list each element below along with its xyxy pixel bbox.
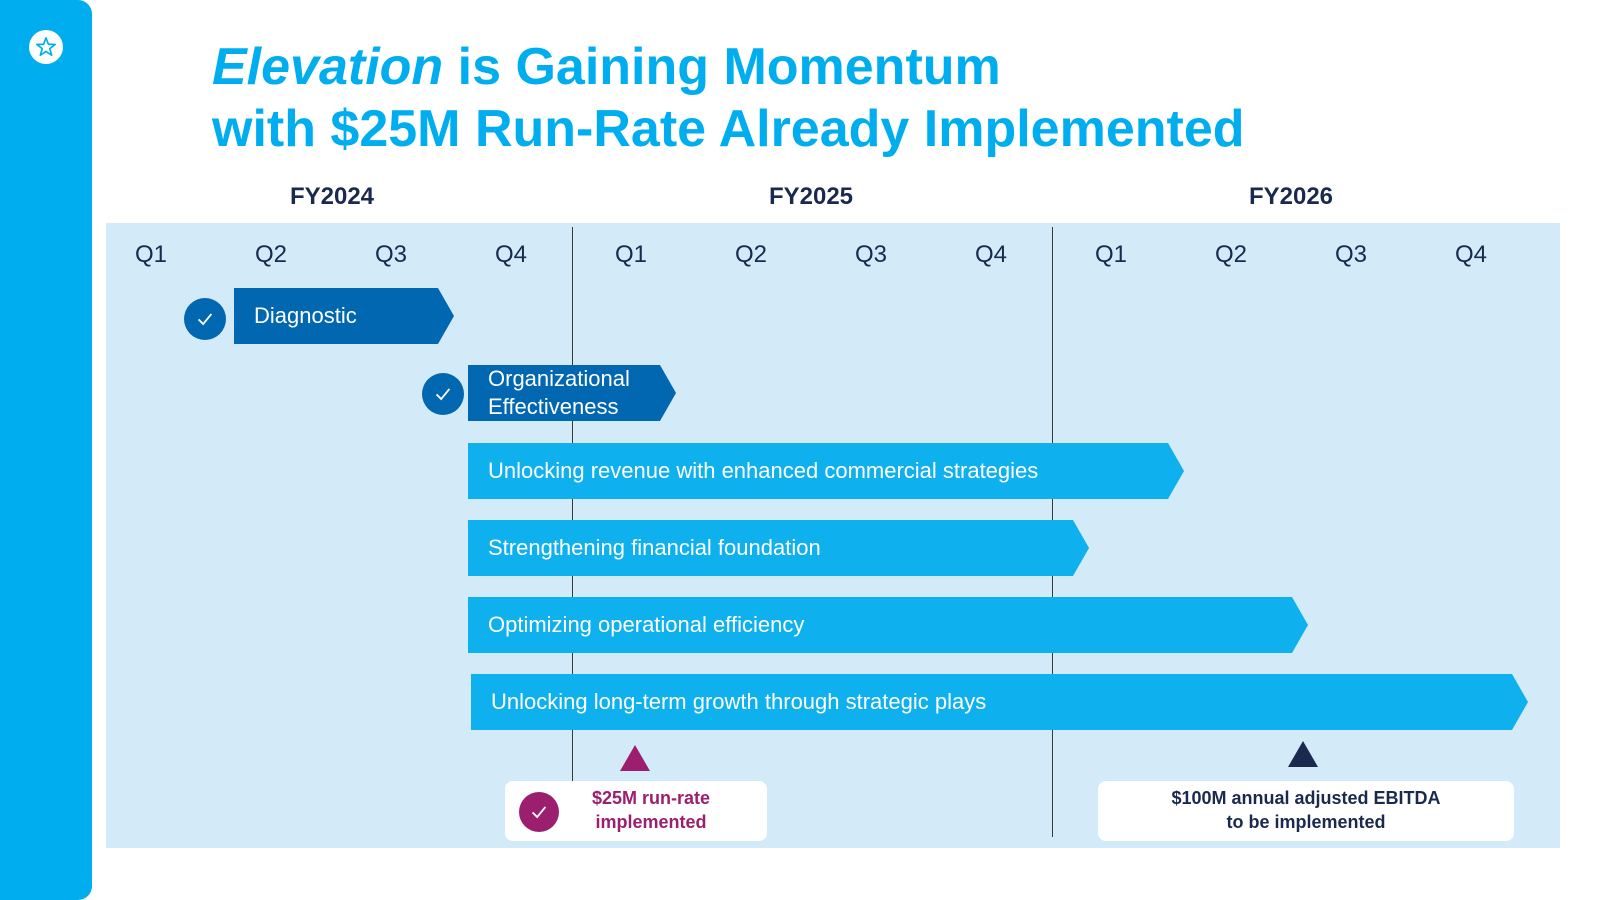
title-line1: is Gaining Momentum bbox=[443, 38, 1001, 96]
quarter-label: Q4 bbox=[494, 241, 527, 268]
workstream-bar-diagnostic: Diagnostic bbox=[234, 288, 454, 344]
quarter-label: Q1 bbox=[1094, 241, 1127, 268]
quarter-label: Q3 bbox=[374, 241, 407, 268]
quarter-label: Q3 bbox=[854, 241, 887, 268]
workstream-bar-financial-foundation: Strengthening financial foundation bbox=[468, 520, 1089, 576]
milestone-callout-100m: $100M annual adjusted EBITDA to be imple… bbox=[1098, 781, 1514, 841]
quarter-label: Q2 bbox=[254, 241, 287, 268]
quarter-label: Q1 bbox=[614, 241, 647, 268]
title-line2: with $25M Run-Rate Already Implemented bbox=[212, 100, 1245, 158]
check-icon bbox=[422, 373, 464, 415]
year-label-fy2026: FY2026 bbox=[1248, 183, 1334, 210]
quarter-label: Q1 bbox=[134, 241, 167, 268]
year-label-fy2024: FY2024 bbox=[289, 183, 375, 210]
workstream-bar-long-term-growth: Unlocking long-term growth through strat… bbox=[471, 674, 1528, 730]
milestone-triangle-icon bbox=[1288, 741, 1318, 767]
year-label-fy2025: FY2025 bbox=[768, 183, 854, 210]
workstream-bar-revenue: Unlocking revenue with enhanced commerci… bbox=[468, 443, 1184, 499]
workstream-label: Strengthening financial foundation bbox=[488, 535, 821, 560]
workstream-label-line1: Organizational bbox=[488, 366, 630, 391]
quarter-label: Q4 bbox=[974, 241, 1007, 268]
title-emphasis: Elevation bbox=[212, 38, 444, 96]
check-icon bbox=[184, 298, 226, 340]
workstream-label: Optimizing operational efficiency bbox=[488, 612, 805, 637]
milestone-line1: $100M annual adjusted EBITDA bbox=[1171, 788, 1441, 808]
milestone-triangle-icon bbox=[620, 745, 650, 771]
milestone-line2: to be implemented bbox=[1226, 812, 1386, 832]
workstream-label: Unlocking revenue with enhanced commerci… bbox=[488, 458, 1039, 483]
quarter-label: Q2 bbox=[1214, 241, 1247, 268]
star-logo-icon bbox=[29, 30, 63, 64]
milestone-line2: implemented bbox=[595, 812, 707, 832]
milestone-line1: $25M run-rate bbox=[591, 788, 711, 808]
workstream-label: Diagnostic bbox=[254, 303, 357, 328]
check-icon bbox=[519, 792, 559, 832]
workstream-label: Unlocking long-term growth through strat… bbox=[491, 689, 987, 714]
workstream-bar-operational-efficiency: Optimizing operational efficiency bbox=[468, 597, 1308, 653]
workstream-label-line2: Effectiveness bbox=[488, 394, 619, 419]
quarter-label: Q4 bbox=[1454, 241, 1487, 268]
quarter-label: Q3 bbox=[1334, 241, 1367, 268]
page-title: Elevation is Gaining Momentum with $25M … bbox=[212, 36, 1245, 160]
workstream-label: Organizational Effectiveness bbox=[488, 365, 630, 421]
sidebar bbox=[0, 0, 92, 900]
quarter-label: Q2 bbox=[734, 241, 767, 268]
workstream-bar-organizational-effectiveness: Organizational Effectiveness bbox=[468, 365, 676, 421]
